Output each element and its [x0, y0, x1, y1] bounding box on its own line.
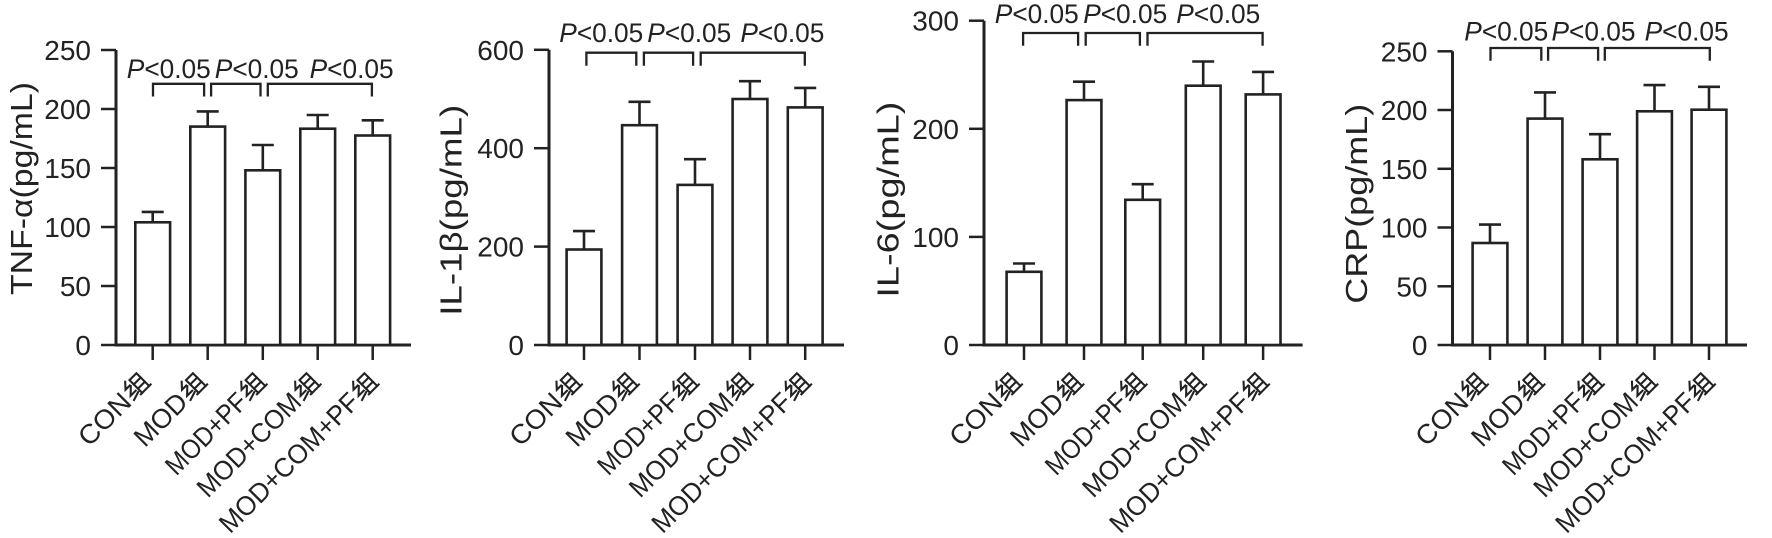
svg-text:P<0.05: P<0.05 [1552, 16, 1636, 46]
svg-text:50: 50 [60, 271, 91, 302]
svg-text:P<0.05: P<0.05 [647, 18, 731, 48]
svg-text:200: 200 [44, 94, 91, 125]
svg-text:150: 150 [44, 153, 91, 184]
svg-text:P<0.05: P<0.05 [1083, 0, 1167, 29]
svg-text:100: 100 [1381, 213, 1428, 244]
svg-text:300: 300 [912, 6, 959, 37]
svg-text:CON: CON [503, 387, 568, 452]
svg-text:P<0.05: P<0.05 [1464, 16, 1548, 46]
svg-text:100: 100 [44, 212, 91, 243]
svg-text:CON: CON [1409, 387, 1474, 452]
svg-text:P<0.05: P<0.05 [1176, 0, 1260, 29]
svg-text:0: 0 [943, 330, 959, 361]
svg-text:100: 100 [912, 222, 959, 253]
svg-text:IL-1β(pg/mL): IL-1β(pg/mL) [434, 105, 469, 316]
svg-text:CRP(pg/mL): CRP(pg/mL) [1339, 104, 1374, 304]
svg-text:CON: CON [72, 387, 137, 452]
svg-text:200: 200 [1381, 95, 1428, 126]
svg-text:200: 200 [912, 114, 959, 145]
svg-text:200: 200 [477, 232, 524, 263]
svg-text:P<0.05: P<0.05 [215, 54, 299, 84]
svg-text:400: 400 [477, 133, 524, 164]
svg-text:50: 50 [1396, 271, 1427, 302]
svg-text:600: 600 [477, 35, 524, 66]
svg-text:0: 0 [1412, 330, 1428, 361]
svg-text:P<0.05: P<0.05 [559, 18, 643, 48]
svg-text:P<0.05: P<0.05 [1645, 16, 1729, 46]
svg-text:P<0.05: P<0.05 [995, 0, 1079, 29]
svg-text:IL-6(pg/mL): IL-6(pg/mL) [871, 102, 906, 298]
svg-text:CON: CON [943, 387, 1008, 452]
svg-text:TNF-α(pg/mL): TNF-α(pg/mL) [4, 82, 39, 295]
svg-text:P<0.05: P<0.05 [740, 18, 824, 48]
svg-text:150: 150 [1381, 154, 1428, 185]
svg-text:P<0.05: P<0.05 [310, 54, 394, 84]
svg-text:P<0.05: P<0.05 [127, 54, 211, 84]
svg-text:0: 0 [75, 330, 91, 361]
svg-text:0: 0 [508, 330, 524, 361]
svg-text:250: 250 [1381, 36, 1428, 67]
svg-text:250: 250 [44, 35, 91, 66]
